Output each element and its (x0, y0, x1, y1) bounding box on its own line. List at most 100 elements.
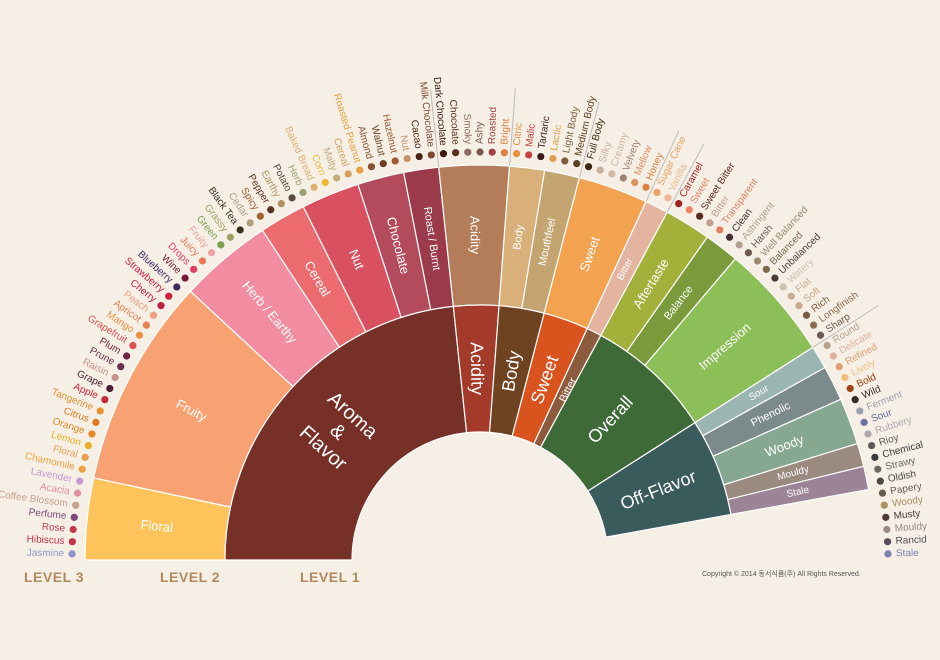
level3-dot-strawy (874, 465, 882, 473)
level3-dot-bitter (706, 219, 714, 227)
level3-dot-chocolate (451, 149, 460, 157)
level3-label-musty: Musty (893, 508, 921, 522)
level3-dot-sugar-cane (653, 188, 661, 197)
level3-dot-malic (525, 151, 533, 159)
level3-dot-grapefruit (129, 341, 137, 350)
level3-dot-cedar (246, 219, 254, 227)
level3-dot-velvety (619, 174, 627, 182)
level3-dot-honey (642, 183, 650, 191)
level3-dot-corn (321, 178, 329, 187)
level3-dot-orange (88, 430, 96, 438)
level3-dot-ferment (856, 407, 864, 415)
level3-dot-ashy (476, 148, 484, 156)
level3-dot-watery (779, 283, 787, 291)
level3-dot-creamy (608, 170, 616, 178)
level3-label-nut: Nut (398, 134, 412, 151)
level3-dot-plum (123, 352, 131, 360)
level3-dot-floral (81, 453, 89, 461)
level3-dot-tartaric (537, 152, 545, 161)
level3-dot-mouldy (883, 525, 891, 534)
level3-dot-lactic (549, 154, 557, 163)
level3-dot-nut (403, 154, 411, 163)
level3-dot-sweet-bitter (696, 212, 704, 220)
level3-label-chocolate: Chocolate (447, 99, 461, 145)
level3-dot-apricot (142, 321, 150, 329)
level3-dot-citric (512, 150, 521, 158)
level3-label-tartaric: Tartaric (537, 115, 553, 149)
level3-dot-lively (841, 373, 849, 382)
level3-dot-bright (500, 149, 509, 157)
level3-label-stale: Stale (896, 548, 919, 559)
level3-dot-sweet (685, 206, 693, 214)
level3-label-lactic: Lactic (549, 124, 564, 152)
level3-dot-musty (882, 513, 890, 521)
level3-dot-sharp (816, 331, 825, 339)
wheel-segments (84, 164, 870, 561)
level3-dot-raisin (111, 373, 119, 382)
level3-dot-hazelnut (391, 157, 399, 165)
level3-dot-refined (835, 363, 843, 371)
level3-dot-earthy (277, 200, 285, 208)
level1-label-acidity: Acidity (467, 342, 488, 395)
level2-label-acidity: Acidity (467, 216, 483, 255)
level3-label-malic: Malic (524, 123, 538, 147)
level3-dot-well-balanced (753, 257, 762, 265)
level3-dot-cacao (415, 152, 423, 161)
level3-dot-clean (725, 233, 734, 241)
level3-dot-acacia (73, 489, 82, 497)
level3-dot-harsh (744, 249, 753, 257)
level3-dot-oldish (876, 477, 884, 485)
divider-line (666, 143, 705, 213)
level3-dot-citrus (92, 418, 100, 426)
level3-dot-rose (69, 525, 77, 534)
level3-dot-hibiscus (68, 538, 77, 546)
level3-dot-pepper (267, 206, 275, 214)
level3-dot-medium-body (573, 160, 581, 168)
level1-label-line: Acidity (467, 342, 488, 395)
level3-dot-grape (106, 384, 114, 393)
level3-label-perfume: Perfume (28, 507, 67, 522)
level3-dot-peach (149, 311, 158, 319)
level3-dot-spicy (256, 212, 264, 220)
level3-dot-roasted-peanut (356, 166, 364, 174)
level3-dot-mango (135, 331, 144, 339)
level3-dot-baked-bread (310, 183, 318, 191)
level3-dot-wild (851, 396, 859, 404)
level3-dot-bold (846, 384, 854, 393)
level3-label-roasted: Roasted (487, 107, 499, 145)
divider-line (645, 130, 680, 202)
level3-dot-prune (117, 363, 125, 371)
level1-label: LEVEL 1 (300, 569, 360, 585)
level3-dot-wine (181, 274, 189, 282)
level3-dot-fruity (207, 249, 216, 257)
level3-dot-juicy (198, 257, 207, 265)
level3-dot-walnut (379, 160, 387, 168)
level2-label-nut: Nut (346, 247, 368, 272)
level3-dot-woody (880, 501, 888, 509)
level3-label-acacia: Acacia (39, 482, 71, 498)
level3-dot-soft (795, 302, 803, 310)
level3-dot-vanilla (664, 194, 672, 202)
level3-dot-delicate (829, 352, 837, 360)
level3-dot-papery (878, 489, 887, 497)
level3-dot-balanced (762, 265, 770, 273)
level3-dot-tangerine (96, 407, 104, 415)
level3-dot-potato (288, 194, 296, 202)
level3-dot-cherry (157, 302, 165, 310)
level3-dot-milk-chocolate (427, 151, 435, 159)
level3-dot-dark-chocolate (439, 150, 448, 158)
level2-label-stale: Stale (786, 485, 811, 501)
level3-label-bright: Bright (499, 118, 512, 145)
level3-label-oldish: Oldish (887, 469, 917, 485)
level3-dot-perfume (70, 513, 78, 521)
level3-dot-coffee-blossom (72, 501, 80, 509)
level2-label-body: Body (511, 224, 526, 251)
level3-dot-green (217, 241, 225, 249)
divider-line (430, 89, 440, 168)
divider-line (509, 88, 516, 167)
level3-label-papery: Papery (889, 481, 922, 497)
divider-line (812, 304, 879, 348)
level3-label-ashy: Ashy (475, 122, 486, 144)
level3-dot-flat (787, 292, 795, 300)
